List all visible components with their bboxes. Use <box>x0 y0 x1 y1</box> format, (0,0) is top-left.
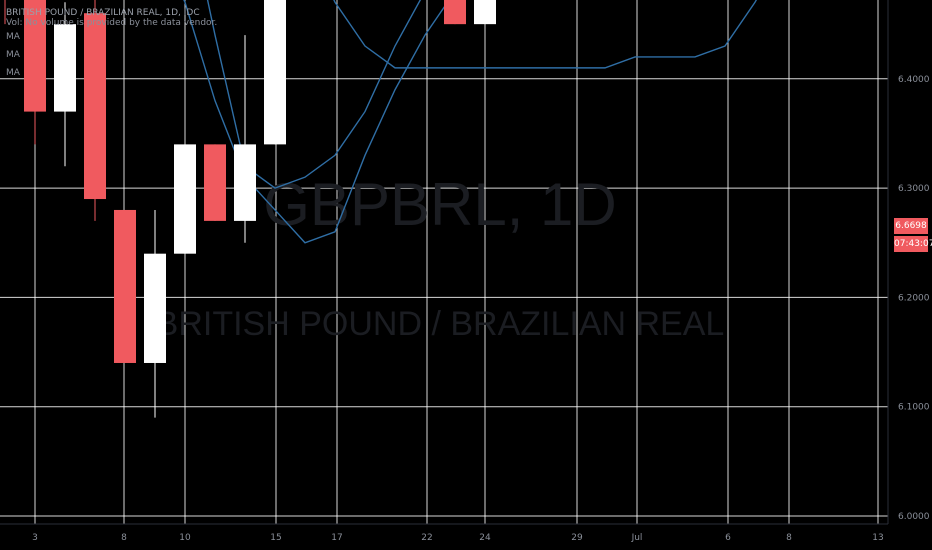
x-tick-label: 8 <box>121 533 127 543</box>
y-tick-label: 6.1000 <box>898 403 930 413</box>
x-tick-label: 10 <box>179 533 191 543</box>
y-tick-label: 6.2000 <box>898 293 930 303</box>
x-tick-label: 3 <box>32 533 38 543</box>
chart-legend: BRITISH POUND / BRAZILIAN REAL, 1D, IDC … <box>6 4 217 82</box>
x-tick-label: 29 <box>571 533 583 543</box>
candle-body <box>54 24 76 112</box>
x-tick-label: 8 <box>786 533 792 543</box>
y-tick-label: 6.0000 <box>898 512 930 522</box>
candle-body <box>234 144 256 221</box>
x-tick-label: 24 <box>479 533 491 543</box>
legend-ma-1[interactable]: MA <box>6 32 20 42</box>
current-price-tag: 6.6698 <box>894 218 928 234</box>
ma-line-3 <box>333 0 758 69</box>
time-axis: 3 8 10 15 17 22 24 29 Jul 6 8 13 <box>32 533 884 543</box>
candle-body <box>84 13 106 200</box>
x-tick-label: 17 <box>331 533 342 543</box>
x-tick-label: 6 <box>725 533 731 543</box>
candle-body <box>114 209 136 363</box>
ma-line-1 <box>206 0 422 189</box>
candle-body <box>24 0 46 112</box>
legend-ma-3[interactable]: MA <box>6 68 20 78</box>
x-tick-label: Jul <box>631 533 643 543</box>
candle-body <box>204 144 226 221</box>
candle-body <box>174 144 196 254</box>
x-tick-label: 13 <box>872 533 883 543</box>
y-tick-label: 6.3000 <box>898 184 930 194</box>
candle-body <box>444 0 466 25</box>
watermark-name: BRITISH POUND / BRAZILIAN REAL <box>156 305 725 343</box>
countdown-tag: 07:43:07 <box>894 236 932 252</box>
x-tick-label: 22 <box>421 533 432 543</box>
legend-title[interactable]: BRITISH POUND / BRAZILIAN REAL, 1D, IDC <box>6 8 200 18</box>
y-tick-label: 6.4000 <box>898 75 930 85</box>
legend-ma-2[interactable]: MA <box>6 50 20 60</box>
legend-volume: Vol: No volume is provided by the data v… <box>6 18 218 28</box>
ma-line-2 <box>183 0 450 244</box>
candles <box>4 0 496 418</box>
watermark-symbol: GBPBRL, 1D <box>263 171 616 238</box>
x-tick-label: 15 <box>270 533 281 543</box>
candle-body <box>474 0 496 25</box>
candle-body <box>144 253 166 363</box>
price-axis: 6.00006.10006.20006.30006.40006.50006.60… <box>898 75 930 522</box>
watermark: GBPBRL, 1D BRITISH POUND / BRAZILIAN REA… <box>156 171 725 343</box>
candle-body <box>264 0 286 145</box>
moving-averages <box>183 0 758 244</box>
